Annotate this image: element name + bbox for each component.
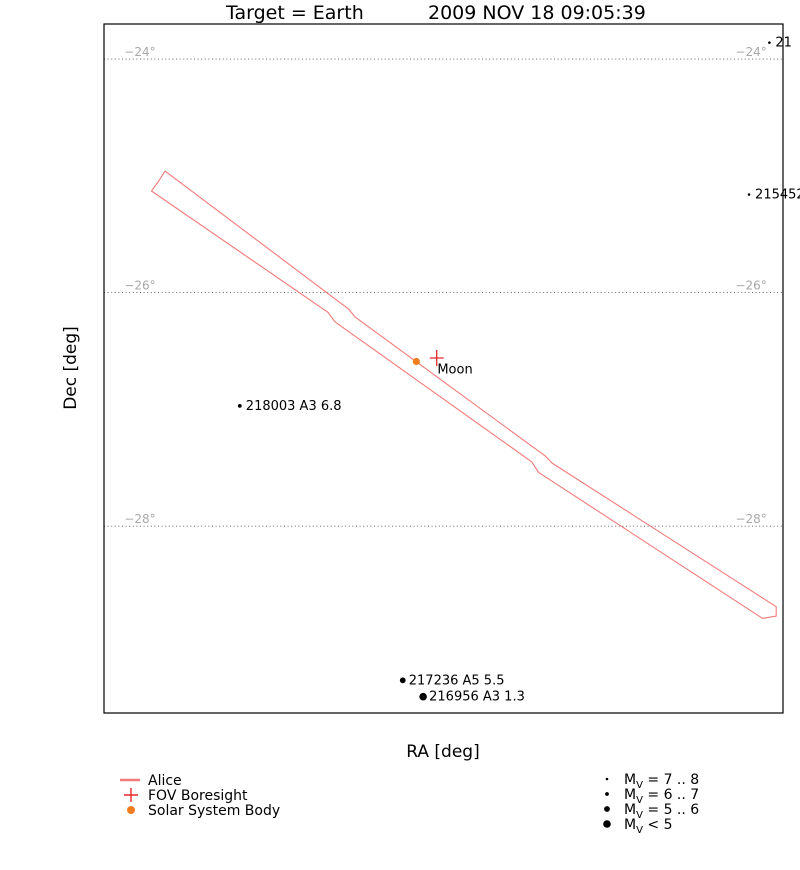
alice-fov-layer	[150, 170, 777, 619]
chart-title-target: Target = Earth	[225, 2, 364, 24]
legend-mag-range: = 7 .. 8	[643, 772, 699, 788]
legend-boresight-swatch	[124, 788, 138, 802]
dec-grid-label-right: −24°	[735, 45, 766, 59]
legend-mag-symbol: M	[624, 787, 636, 803]
star-217236	[399, 677, 406, 684]
star-216956	[419, 692, 427, 701]
legend-mag-label: MV = 6 .. 7	[624, 787, 699, 806]
legend-mag-subscript: V	[636, 825, 643, 836]
x-axis-label: RA [deg]	[406, 742, 479, 762]
stars-layer: 21 215452 218003 A3 6.8 217236 A5 5.5 216956…	[237, 36, 800, 705]
legend-body-swatch	[127, 806, 135, 814]
dec-grid-label-right: −28°	[735, 512, 766, 526]
body-marker-moon	[412, 357, 420, 366]
legend-mag-swatch	[605, 792, 609, 796]
fov-boresight-marker	[429, 349, 444, 366]
dec-grid-label-left: −24°	[124, 45, 155, 59]
star-label-217236: 217236 A5 5.5	[409, 673, 505, 688]
legend-label: Solar System Body	[148, 803, 280, 819]
legend-mag-subscript: V	[636, 780, 643, 791]
legend-label: Alice	[148, 773, 182, 789]
legend-mag-symbol: M	[624, 817, 636, 833]
dec-grid-label-left: −28°	[124, 512, 155, 526]
star-label-216956: 216956 A3 1.3	[429, 690, 525, 705]
star-label-21: 21	[775, 36, 792, 51]
legend-mag-symbol: M	[624, 802, 636, 818]
dec-grid-label-left: −26°	[124, 279, 155, 293]
legend-mag-swatch	[603, 820, 611, 828]
legend-mag-range: = 5 .. 6	[643, 802, 699, 818]
star-label-218003: 218003 A3 6.8	[246, 399, 342, 414]
star-label-215452: 215452	[755, 187, 800, 202]
star-215452	[747, 193, 751, 196]
legend-mag-label: MV < 5	[624, 817, 672, 836]
dec-grid-label-right: −26°	[735, 279, 766, 293]
star-21	[768, 41, 771, 44]
legend-mag-swatch	[604, 806, 610, 812]
legend-mag-range: = 6 .. 7	[643, 787, 699, 803]
legend-mag-symbol: M	[624, 772, 636, 788]
legend-mag-label: MV = 7 .. 8	[624, 772, 699, 791]
legend-mag-swatch	[605, 777, 609, 781]
solar-system-bodies-layer: Moon	[412, 357, 473, 377]
y-axis-label: Dec [deg]	[61, 326, 81, 410]
dec-gridlines: −24° −24° −26° −26° −28° −28°	[104, 45, 783, 527]
legend-label: FOV Boresight	[148, 788, 248, 804]
star-218003	[237, 403, 242, 408]
legend-mag-subscript: V	[636, 795, 643, 806]
legend-mag-label: MV = 5 .. 6	[624, 802, 699, 821]
plot-frame	[103, 23, 784, 714]
chart-title-time: 2009 NOV 18 09:05:39	[428, 2, 646, 24]
alice-fov-outline	[150, 170, 777, 619]
body-label-moon: Moon	[437, 362, 472, 377]
legend-mag-range: < 5	[643, 817, 673, 833]
legend-mag-subscript: V	[636, 810, 643, 821]
